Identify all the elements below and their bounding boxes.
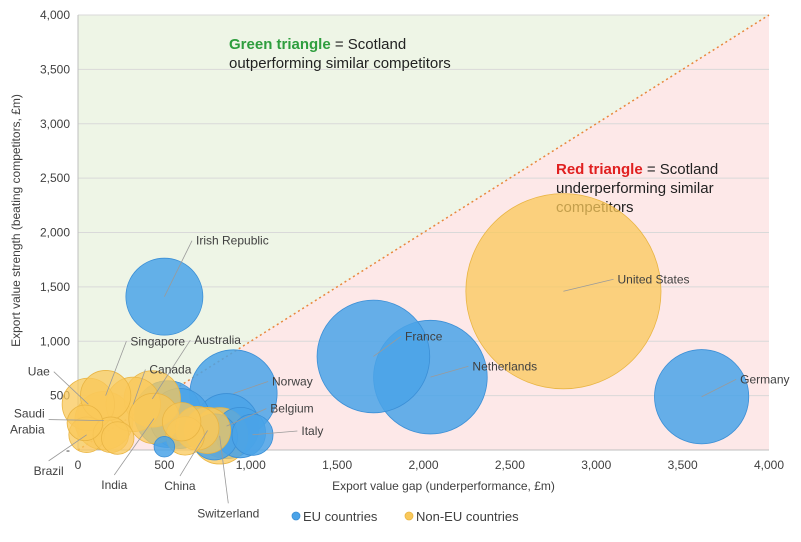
leader-netherlands — [430, 365, 469, 378]
bubble-unlabeled — [101, 421, 135, 455]
bubble-unlabeled — [162, 402, 202, 442]
leader-belgium — [226, 408, 267, 427]
bubble-unlabeled — [66, 404, 104, 442]
leader-australia — [151, 339, 191, 400]
y-tick-label: 2,500 — [40, 171, 70, 185]
x-tick-label: 1,000 — [236, 458, 266, 472]
label-saudi-arabia: Saudi Arabia — [10, 407, 45, 437]
y-tick-label: - — [66, 443, 70, 457]
x-axis-title: Export value gap (underperformance, £m) — [332, 479, 555, 493]
x-tick-label: 500 — [154, 458, 174, 472]
label-france: France — [405, 329, 443, 343]
label-australia: Australia — [194, 333, 241, 347]
green-annotation: Green triangle = Scotland — [229, 36, 406, 53]
x-tick-label: 2,000 — [408, 458, 438, 472]
leader-germany — [701, 378, 737, 398]
x-tick-label: 2,500 — [495, 458, 525, 472]
y-tick-label: 2,000 — [40, 226, 70, 240]
leader-singapore — [105, 341, 127, 396]
label-netherlands: Netherlands — [472, 359, 537, 373]
bubble-unlabeled — [153, 436, 176, 458]
red-annotation-rest: = Scotland — [643, 161, 718, 178]
label-germany: Germany — [740, 372, 789, 386]
leader-canada — [132, 369, 146, 405]
legend-marker-non_eu — [404, 511, 414, 521]
x-tick-label: 3,000 — [581, 458, 611, 472]
green-annotation-bold: Green triangle — [229, 36, 331, 53]
legend-label-non_eu: Non-EU countries — [416, 509, 519, 524]
label-brazil: Brazil — [34, 464, 64, 478]
label-irish-republic: Irish Republic — [196, 234, 269, 248]
y-tick-label: 4,000 — [40, 8, 70, 22]
y-tick-label: 3,000 — [40, 117, 70, 131]
label-belgium: Belgium — [270, 402, 313, 416]
label-uae: Uae — [28, 365, 50, 379]
red-annotation-bold: Red triangle — [556, 161, 643, 178]
y-tick-label: 3,500 — [40, 62, 70, 76]
label-switzerland: Switzerland — [197, 506, 259, 520]
leader-china — [179, 430, 208, 477]
x-tick-label: 1,500 — [322, 458, 352, 472]
label-united-states: United States — [618, 272, 690, 286]
green-annotation-rest: = Scotland — [331, 36, 406, 53]
leader-uae — [53, 371, 89, 405]
leader-france — [373, 336, 402, 357]
red-annotation-line2: underperforming similar — [556, 180, 714, 197]
label-italy: Italy — [301, 424, 323, 438]
leader-switzerland — [219, 435, 229, 504]
label-china: China — [164, 479, 196, 493]
label-norway: Norway — [272, 374, 313, 388]
label-india: India — [101, 478, 127, 492]
legend-label-eu: EU countries — [303, 509, 378, 524]
y-tick-label: 1,000 — [40, 334, 70, 348]
legend-marker-eu — [291, 511, 301, 521]
label-singapore: Singapore — [130, 334, 185, 348]
label-saudi-arabia-line2: Arabia — [10, 423, 45, 437]
label-saudi-arabia-line1: Saudi — [14, 407, 45, 421]
leader-norway — [233, 381, 269, 394]
x-tick-label: 3,500 — [668, 458, 698, 472]
red-annotation: Red triangle = Scotland — [556, 161, 718, 178]
y-axis-title: Export value strength (beating competito… — [9, 94, 23, 347]
green-annotation-line2: outperforming similar competitors — [229, 55, 451, 72]
leader-united-states — [563, 278, 614, 292]
x-tick-label: 0 — [75, 458, 82, 472]
label-canada: Canada — [149, 363, 191, 377]
leader-brazil — [48, 434, 87, 462]
y-tick-label: 1,500 — [40, 280, 70, 294]
leader-irish-republic — [164, 240, 193, 297]
leader-saudi-arabia — [48, 419, 104, 422]
x-tick-label: 4,000 — [754, 458, 784, 472]
leader-india — [113, 418, 155, 476]
leader-italy — [252, 430, 298, 436]
